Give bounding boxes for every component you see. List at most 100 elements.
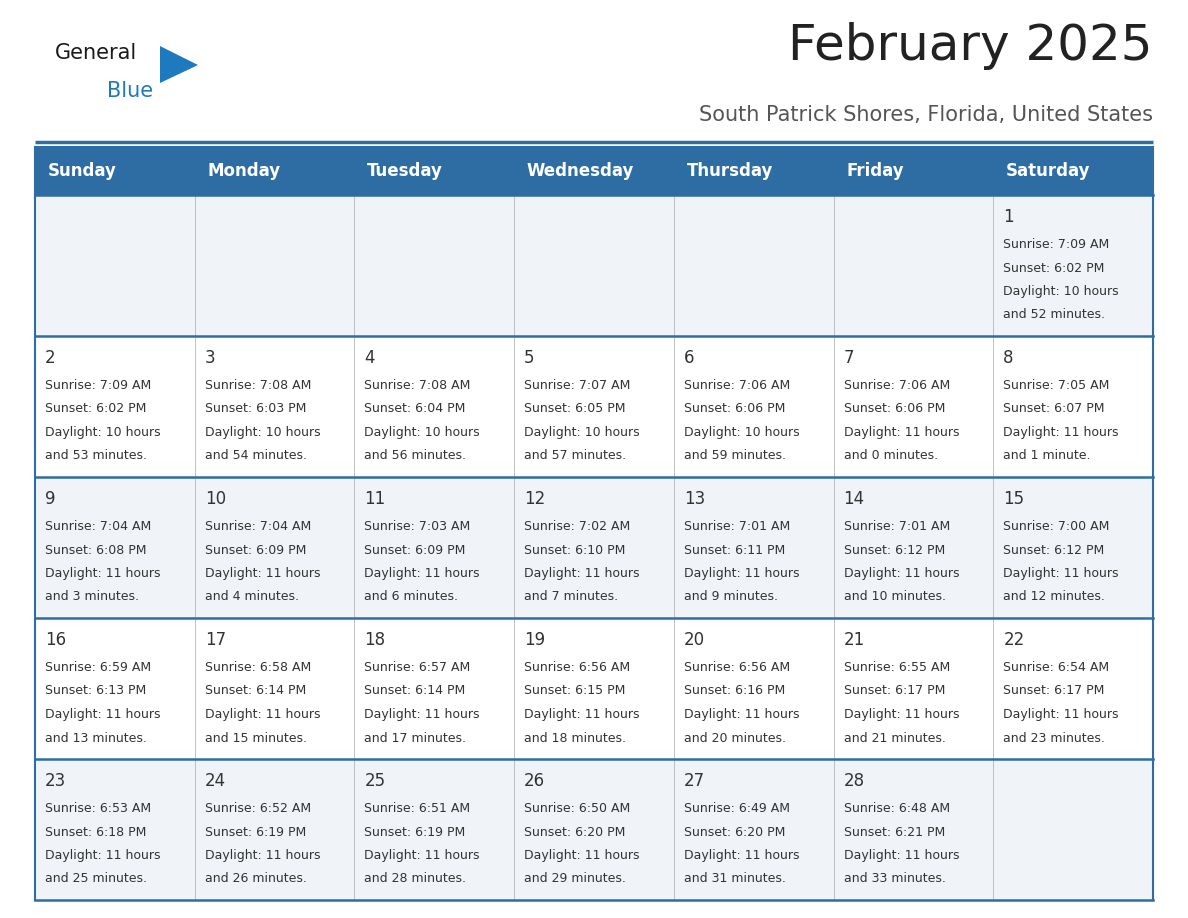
- Text: Sunset: 6:04 PM: Sunset: 6:04 PM: [365, 402, 466, 416]
- Bar: [34, 759, 1154, 900]
- Text: 21: 21: [843, 631, 865, 649]
- Text: and 56 minutes.: and 56 minutes.: [365, 450, 467, 463]
- Text: 18: 18: [365, 631, 386, 649]
- Text: Sunrise: 6:50 AM: Sunrise: 6:50 AM: [524, 802, 631, 815]
- Text: Sunrise: 7:05 AM: Sunrise: 7:05 AM: [1004, 379, 1110, 392]
- Text: Daylight: 10 hours: Daylight: 10 hours: [1004, 285, 1119, 298]
- Text: Sunrise: 7:01 AM: Sunrise: 7:01 AM: [684, 520, 790, 533]
- Text: Sunrise: 6:56 AM: Sunrise: 6:56 AM: [684, 661, 790, 674]
- Text: Daylight: 11 hours: Daylight: 11 hours: [45, 567, 160, 580]
- Text: Sunrise: 6:49 AM: Sunrise: 6:49 AM: [684, 802, 790, 815]
- Text: Sunset: 6:15 PM: Sunset: 6:15 PM: [524, 685, 626, 698]
- Text: and 59 minutes.: and 59 minutes.: [684, 450, 785, 463]
- Text: Daylight: 11 hours: Daylight: 11 hours: [524, 567, 639, 580]
- Text: 3: 3: [204, 349, 215, 367]
- Text: Sunset: 6:06 PM: Sunset: 6:06 PM: [843, 402, 944, 416]
- Text: Sunset: 6:17 PM: Sunset: 6:17 PM: [843, 685, 944, 698]
- Text: Sunrise: 6:58 AM: Sunrise: 6:58 AM: [204, 661, 311, 674]
- Text: and 6 minutes.: and 6 minutes.: [365, 590, 459, 603]
- Text: Sunset: 6:20 PM: Sunset: 6:20 PM: [684, 825, 785, 838]
- Text: Daylight: 11 hours: Daylight: 11 hours: [204, 708, 321, 721]
- Text: and 9 minutes.: and 9 minutes.: [684, 590, 778, 603]
- Text: 26: 26: [524, 772, 545, 790]
- Text: Daylight: 10 hours: Daylight: 10 hours: [684, 426, 800, 439]
- Text: Daylight: 11 hours: Daylight: 11 hours: [1004, 708, 1119, 721]
- Text: Sunset: 6:19 PM: Sunset: 6:19 PM: [365, 825, 466, 838]
- Text: Daylight: 11 hours: Daylight: 11 hours: [365, 708, 480, 721]
- Bar: [34, 195, 1154, 336]
- Text: 1: 1: [1004, 208, 1013, 226]
- Text: Sunrise: 7:03 AM: Sunrise: 7:03 AM: [365, 520, 470, 533]
- Text: 9: 9: [45, 490, 56, 508]
- Text: and 25 minutes.: and 25 minutes.: [45, 872, 147, 886]
- Text: and 26 minutes.: and 26 minutes.: [204, 872, 307, 886]
- Text: 16: 16: [45, 631, 67, 649]
- Text: Daylight: 10 hours: Daylight: 10 hours: [365, 426, 480, 439]
- Text: Sunset: 6:12 PM: Sunset: 6:12 PM: [1004, 543, 1105, 556]
- Bar: [34, 477, 1154, 618]
- Text: Daylight: 11 hours: Daylight: 11 hours: [1004, 426, 1119, 439]
- Text: Sunrise: 6:56 AM: Sunrise: 6:56 AM: [524, 661, 631, 674]
- Text: Sunrise: 7:07 AM: Sunrise: 7:07 AM: [524, 379, 631, 392]
- Bar: [34, 147, 1154, 195]
- Text: Daylight: 11 hours: Daylight: 11 hours: [204, 567, 321, 580]
- Text: Sunrise: 6:57 AM: Sunrise: 6:57 AM: [365, 661, 470, 674]
- Text: 25: 25: [365, 772, 386, 790]
- Text: Sunrise: 7:04 AM: Sunrise: 7:04 AM: [45, 520, 151, 533]
- Bar: [34, 336, 1154, 477]
- Text: Sunset: 6:11 PM: Sunset: 6:11 PM: [684, 543, 785, 556]
- Text: General: General: [55, 43, 138, 63]
- Text: Sunrise: 6:59 AM: Sunrise: 6:59 AM: [45, 661, 151, 674]
- Text: 20: 20: [684, 631, 704, 649]
- Text: Daylight: 11 hours: Daylight: 11 hours: [524, 849, 639, 862]
- Text: Sunset: 6:14 PM: Sunset: 6:14 PM: [365, 685, 466, 698]
- Text: Sunset: 6:21 PM: Sunset: 6:21 PM: [843, 825, 944, 838]
- Text: Daylight: 11 hours: Daylight: 11 hours: [843, 426, 959, 439]
- Text: and 10 minutes.: and 10 minutes.: [843, 590, 946, 603]
- Text: Blue: Blue: [107, 81, 153, 101]
- Text: 4: 4: [365, 349, 375, 367]
- Text: Sunset: 6:12 PM: Sunset: 6:12 PM: [843, 543, 944, 556]
- Text: and 54 minutes.: and 54 minutes.: [204, 450, 307, 463]
- Text: 11: 11: [365, 490, 386, 508]
- Text: Daylight: 11 hours: Daylight: 11 hours: [365, 567, 480, 580]
- Text: Sunset: 6:09 PM: Sunset: 6:09 PM: [204, 543, 307, 556]
- Text: 28: 28: [843, 772, 865, 790]
- Text: Sunset: 6:18 PM: Sunset: 6:18 PM: [45, 825, 146, 838]
- Text: 2: 2: [45, 349, 56, 367]
- Text: Daylight: 11 hours: Daylight: 11 hours: [45, 849, 160, 862]
- Text: and 15 minutes.: and 15 minutes.: [204, 732, 307, 744]
- Text: Sunrise: 6:53 AM: Sunrise: 6:53 AM: [45, 802, 151, 815]
- Text: 14: 14: [843, 490, 865, 508]
- Text: Daylight: 11 hours: Daylight: 11 hours: [684, 708, 800, 721]
- Text: Sunrise: 7:09 AM: Sunrise: 7:09 AM: [45, 379, 151, 392]
- Text: Saturday: Saturday: [1006, 162, 1091, 180]
- Text: and 23 minutes.: and 23 minutes.: [1004, 732, 1105, 744]
- Text: and 17 minutes.: and 17 minutes.: [365, 732, 467, 744]
- Text: Daylight: 11 hours: Daylight: 11 hours: [684, 567, 800, 580]
- Text: Daylight: 11 hours: Daylight: 11 hours: [684, 849, 800, 862]
- Text: and 7 minutes.: and 7 minutes.: [524, 590, 618, 603]
- Text: and 21 minutes.: and 21 minutes.: [843, 732, 946, 744]
- Text: South Patrick Shores, Florida, United States: South Patrick Shores, Florida, United St…: [699, 105, 1154, 125]
- Text: Daylight: 11 hours: Daylight: 11 hours: [45, 708, 160, 721]
- Text: 7: 7: [843, 349, 854, 367]
- Text: and 53 minutes.: and 53 minutes.: [45, 450, 147, 463]
- Text: and 13 minutes.: and 13 minutes.: [45, 732, 147, 744]
- Text: and 57 minutes.: and 57 minutes.: [524, 450, 626, 463]
- Text: 17: 17: [204, 631, 226, 649]
- Text: Daylight: 11 hours: Daylight: 11 hours: [365, 849, 480, 862]
- Text: Sunset: 6:02 PM: Sunset: 6:02 PM: [1004, 262, 1105, 274]
- Text: Sunrise: 7:06 AM: Sunrise: 7:06 AM: [684, 379, 790, 392]
- Text: Daylight: 11 hours: Daylight: 11 hours: [524, 708, 639, 721]
- Text: Friday: Friday: [846, 162, 904, 180]
- Text: 5: 5: [524, 349, 535, 367]
- Text: 24: 24: [204, 772, 226, 790]
- Text: Sunset: 6:07 PM: Sunset: 6:07 PM: [1004, 402, 1105, 416]
- Text: and 29 minutes.: and 29 minutes.: [524, 872, 626, 886]
- Text: Sunset: 6:08 PM: Sunset: 6:08 PM: [45, 543, 146, 556]
- Text: Sunrise: 6:55 AM: Sunrise: 6:55 AM: [843, 661, 950, 674]
- Text: Sunrise: 7:09 AM: Sunrise: 7:09 AM: [1004, 238, 1110, 251]
- Text: and 31 minutes.: and 31 minutes.: [684, 872, 785, 886]
- Text: Sunset: 6:06 PM: Sunset: 6:06 PM: [684, 402, 785, 416]
